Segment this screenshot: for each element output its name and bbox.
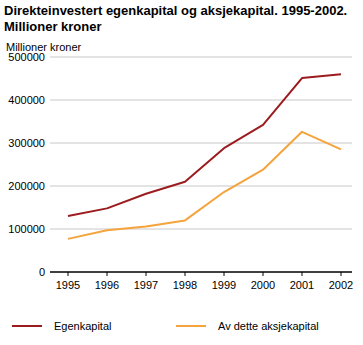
x-tick	[185, 272, 186, 276]
x-tick	[302, 272, 303, 276]
y-tick-label: 200000	[8, 180, 45, 192]
x-tick-label: 2002	[329, 279, 353, 291]
y-tick-label: 0	[39, 266, 45, 278]
title: Direkteinvestert egenkapital og aksjekap…	[4, 3, 347, 18]
y-tick-label: 100000	[8, 223, 45, 235]
grid-line	[50, 272, 352, 273]
grid-line	[50, 229, 352, 230]
x-tick	[224, 272, 225, 276]
x-tick-label: 1997	[134, 279, 158, 291]
plot-area	[68, 74, 341, 239]
legend-label: Egenkapital	[54, 320, 112, 332]
x-tick-label: 1995	[56, 279, 80, 291]
x-tick	[263, 272, 264, 276]
x-tick	[107, 272, 108, 276]
chart: Direkteinvestert egenkapital og aksjekap…	[0, 0, 363, 345]
grid-line	[50, 57, 352, 58]
x-tick-label: 2001	[290, 279, 314, 291]
x-axis-line	[50, 272, 352, 273]
x-tick-label: 1999	[212, 279, 236, 291]
x-tick	[146, 272, 147, 276]
y-tick-label: 400000	[8, 94, 45, 106]
x-tick-label: 1998	[173, 279, 197, 291]
subtitle: Millioner kroner	[4, 19, 102, 34]
series-line	[68, 132, 341, 239]
legend-swatch	[176, 325, 206, 327]
legend-swatch	[12, 325, 42, 327]
y-tick-label: 300000	[8, 137, 45, 149]
grid-line	[50, 186, 352, 187]
x-tick-label: 1996	[95, 279, 119, 291]
x-tick	[68, 272, 69, 276]
legend-label: Av dette aksjekapital	[218, 320, 319, 332]
grid-line	[50, 143, 352, 144]
x-tick-label: 2000	[251, 279, 275, 291]
grid-line	[50, 100, 352, 101]
series-line	[68, 74, 341, 216]
y-tick-label: 500000	[8, 51, 45, 63]
x-tick	[341, 272, 342, 276]
